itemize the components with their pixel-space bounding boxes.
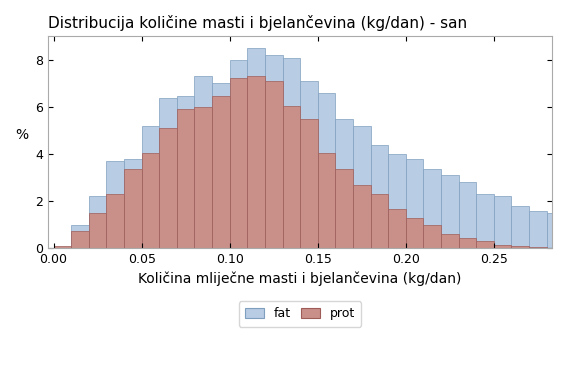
Bar bbox=[441, 234, 459, 248]
Bar bbox=[54, 247, 71, 248]
Bar bbox=[265, 81, 282, 248]
Bar bbox=[265, 55, 282, 248]
Bar bbox=[230, 77, 247, 248]
Bar bbox=[371, 145, 388, 248]
Bar bbox=[282, 57, 300, 248]
Bar bbox=[441, 175, 459, 248]
Bar bbox=[547, 213, 564, 248]
Bar bbox=[424, 225, 441, 248]
Bar bbox=[494, 197, 511, 248]
Bar bbox=[212, 96, 230, 248]
Bar bbox=[177, 109, 194, 248]
Bar bbox=[159, 128, 177, 248]
Bar bbox=[247, 48, 265, 248]
Bar bbox=[564, 218, 567, 248]
Bar bbox=[194, 107, 212, 248]
X-axis label: Količina mliječne masti i bjelančevina (kg/dan): Količina mliječne masti i bjelančevina (… bbox=[138, 272, 462, 286]
Bar bbox=[318, 153, 335, 248]
Bar bbox=[124, 169, 142, 248]
Bar bbox=[353, 126, 371, 248]
Bar bbox=[406, 159, 424, 248]
Bar bbox=[388, 209, 406, 248]
Bar bbox=[282, 106, 300, 248]
Bar bbox=[89, 213, 107, 248]
Bar bbox=[335, 119, 353, 248]
Bar bbox=[159, 98, 177, 248]
Bar bbox=[212, 84, 230, 248]
Bar bbox=[406, 218, 424, 248]
Bar bbox=[459, 238, 476, 248]
Bar bbox=[107, 161, 124, 248]
Bar bbox=[142, 153, 159, 248]
Bar bbox=[388, 154, 406, 248]
Bar bbox=[335, 169, 353, 248]
Bar bbox=[529, 211, 547, 248]
Bar bbox=[494, 245, 511, 248]
Bar bbox=[476, 241, 494, 248]
Bar bbox=[529, 247, 547, 248]
Bar bbox=[459, 182, 476, 248]
Bar bbox=[318, 93, 335, 248]
Bar bbox=[107, 194, 124, 248]
Bar bbox=[177, 96, 194, 248]
Bar bbox=[300, 119, 318, 248]
Bar bbox=[511, 246, 529, 248]
Bar bbox=[353, 185, 371, 248]
Legend: fat, prot: fat, prot bbox=[239, 301, 361, 327]
Y-axis label: %: % bbox=[15, 128, 28, 143]
Text: Distribucija količine masti i bjelančevina (kg/dan) - san: Distribucija količine masti i bjelančevi… bbox=[48, 15, 467, 31]
Bar bbox=[300, 81, 318, 248]
Bar bbox=[230, 60, 247, 248]
Bar bbox=[142, 126, 159, 248]
Bar bbox=[476, 194, 494, 248]
Bar bbox=[124, 159, 142, 248]
Bar bbox=[424, 169, 441, 248]
Bar bbox=[371, 194, 388, 248]
Bar bbox=[71, 231, 89, 248]
Bar bbox=[194, 76, 212, 248]
Bar bbox=[89, 197, 107, 248]
Bar bbox=[54, 246, 71, 248]
Bar bbox=[71, 225, 89, 248]
Bar bbox=[511, 206, 529, 248]
Bar bbox=[247, 76, 265, 248]
